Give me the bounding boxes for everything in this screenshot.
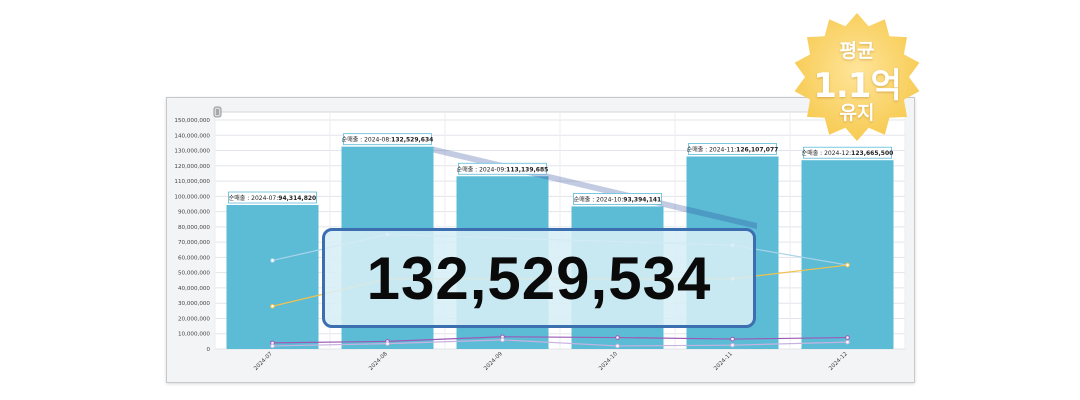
y-tick-label: 20,000,000 <box>178 316 210 322</box>
badge-starburst-icon <box>794 13 920 141</box>
line-point <box>500 337 505 343</box>
x-tick-label: 2024-10 <box>598 351 619 372</box>
data-label-text: 순매출 : 2024-07:94,314,820 <box>229 194 316 202</box>
x-tick-label: 2024-09 <box>483 351 504 372</box>
data-label: 순매출 : 2024-12:123,665,500 <box>802 146 894 159</box>
y-tick-label: 40,000,000 <box>178 286 210 292</box>
data-label-text: 순매출 : 2024-09:113,139,685 <box>457 165 549 173</box>
average-badge <box>794 13 920 141</box>
line-point <box>730 342 735 348</box>
highlight-callout: 132,529,534 <box>322 228 756 328</box>
data-label-prefix: 순매출 : 2024-11: <box>687 145 737 153</box>
badge-label-top: 평균 <box>839 40 875 62</box>
x-tick-label: 2024-11 <box>713 351 734 372</box>
y-tick-label: 110,000,000 <box>174 179 210 185</box>
data-label-value: 132,529,634 <box>391 137 433 144</box>
data-label-value: 94,314,820 <box>278 195 316 202</box>
y-axis-ticks: 0 10,000,000 20,000,000 30,000,000 40,000,00… <box>174 118 210 353</box>
highlight-value: 132,529,534 <box>366 244 712 312</box>
x-tick-label: 2024-12 <box>828 351 849 372</box>
data-label-text: 순매출 : 2024-08:132,529,634 <box>342 136 434 144</box>
data-label-box <box>688 143 777 155</box>
x-tick-label: 2024-08 <box>368 351 389 372</box>
data-label-box <box>458 162 547 175</box>
x-axis-ticks: 2024-07 2024-08 2024-09 2024-10 2024-11 2024-… <box>253 351 849 372</box>
y-tick-label: 60,000,000 <box>178 255 210 261</box>
data-label-box <box>228 191 317 204</box>
data-label-prefix: 순매출 : 2024-10: <box>574 195 624 203</box>
data-label: 순매출 : 2024-10:93,394,141 <box>573 193 662 205</box>
y-tick-label: 140,000,000 <box>174 133 210 139</box>
badge-value: 1.1억 <box>813 66 902 106</box>
data-label-prefix: 순매출 : 2024-09: <box>457 165 507 173</box>
y-tick-label: 50,000,000 <box>178 271 210 277</box>
data-label-text: 순매출 : 2024-10:93,394,141 <box>574 195 661 203</box>
y-tick-label: 100,000,000 <box>174 194 210 200</box>
data-label: 순매출 : 2024-11:126,107,077 <box>687 143 779 155</box>
data-label-value: 126,107,077 <box>736 146 778 153</box>
data-label-text: 순매출 : 2024-11:126,107,077 <box>687 145 779 153</box>
line-point <box>845 335 850 340</box>
line-point <box>270 343 275 349</box>
series-line <box>272 336 848 344</box>
bar <box>226 205 319 349</box>
line-point <box>730 336 735 342</box>
y-tick-label: 130,000,000 <box>174 149 210 155</box>
y-tick-label: 150,000,000 <box>174 118 210 124</box>
series-line <box>272 339 848 347</box>
line-point <box>845 339 850 345</box>
y-tick-label: 0 <box>206 347 210 353</box>
line-point <box>385 341 390 346</box>
data-label: 순매출 : 2024-09:113,139,685 <box>457 162 549 175</box>
y-tick-label: 80,000,000 <box>178 225 210 231</box>
data-label-box <box>573 193 662 205</box>
line-point <box>615 335 620 340</box>
data-label-box <box>343 133 432 146</box>
line-point <box>270 303 275 309</box>
y-tick-label: 90,000,000 <box>178 210 210 216</box>
line-point <box>615 343 620 349</box>
y-tick-label: 120,000,000 <box>174 164 210 170</box>
y-tick-label: 10,000,000 <box>178 332 210 338</box>
line-point <box>270 258 275 263</box>
data-label-value: 113,139,685 <box>506 166 548 173</box>
data-labels: 순매출 : 2024-07:94,314,820 순매출 : 2024-08:13… <box>228 133 894 205</box>
x-tick-label: 2024-07 <box>253 351 274 372</box>
data-label: 순매출 : 2024-08:132,529,634 <box>342 133 434 146</box>
badge-label-bottom: 유지 <box>839 102 875 124</box>
bar <box>801 160 894 349</box>
data-label-text: 순매출 : 2024-12:123,665,500 <box>802 149 894 157</box>
scroll-handle-icon[interactable] <box>213 106 222 118</box>
y-tick-label: 70,000,000 <box>178 240 210 246</box>
data-label-prefix: 순매출 : 2024-07: <box>229 194 279 202</box>
data-label-value: 93,394,141 <box>623 196 661 203</box>
line-point <box>845 262 850 268</box>
data-label-value: 123,665,500 <box>851 150 893 157</box>
y-tick-label: 30,000,000 <box>178 301 210 307</box>
data-label-prefix: 순매출 : 2024-08: <box>342 136 392 144</box>
data-label: 순매출 : 2024-07:94,314,820 <box>228 191 317 204</box>
data-label-prefix: 순매출 : 2024-12: <box>802 149 852 157</box>
data-label-box <box>803 146 892 159</box>
